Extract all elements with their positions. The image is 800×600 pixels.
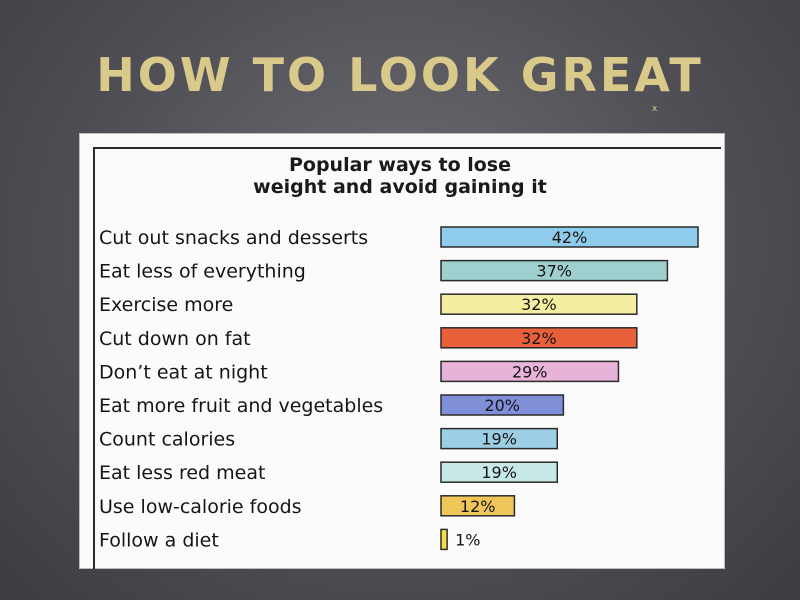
category-label: Use low-calorie foods (99, 496, 302, 518)
value-label: 12% (460, 497, 496, 516)
bar (440, 293, 638, 315)
slide-title: HOW TO LOOK GREAT (96, 48, 704, 102)
category-label: Eat less red meat (99, 462, 265, 484)
category-label: Cut out snacks and desserts (99, 227, 368, 249)
value-label: 20% (484, 396, 520, 415)
bar (440, 528, 448, 551)
value-label: 32% (521, 295, 557, 314)
value-label: 32% (521, 329, 557, 348)
chart-title-line2: weight and avoid gaining it (253, 176, 547, 198)
title-mark: x (652, 104, 658, 114)
bar (440, 360, 620, 383)
value-label: 37% (536, 262, 572, 281)
category-label: Don’t eat at night (99, 361, 268, 383)
bar (440, 327, 638, 349)
category-label: Eat more fruit and vegetables (99, 395, 383, 417)
category-label: Eat less of everything (99, 261, 306, 283)
bar (440, 427, 559, 450)
bar (440, 495, 516, 517)
bar-chart: Cut out snacks and desserts 42% Eat less o… (99, 226, 699, 551)
category-label: Follow a diet (99, 529, 219, 551)
category-label: Cut down on fat (99, 328, 251, 350)
value-label: 19% (481, 430, 517, 449)
value-label: 1% (455, 530, 480, 549)
value-label: 29% (512, 362, 548, 381)
value-label: 42% (552, 228, 588, 247)
category-label: Exercise more (99, 294, 233, 316)
bar (440, 461, 559, 483)
value-label: 19% (481, 463, 517, 482)
chart-title-line1: Popular ways to lose (288, 154, 512, 176)
chart-title: Popular ways to lose weight and avoid ga… (230, 154, 570, 198)
bar (440, 259, 669, 282)
bar (440, 394, 565, 416)
chart-frame (93, 147, 721, 569)
bar (440, 226, 699, 248)
chart-card: Popular ways to lose weight and avoid ga… (79, 133, 725, 569)
category-label: Count calories (99, 429, 235, 451)
